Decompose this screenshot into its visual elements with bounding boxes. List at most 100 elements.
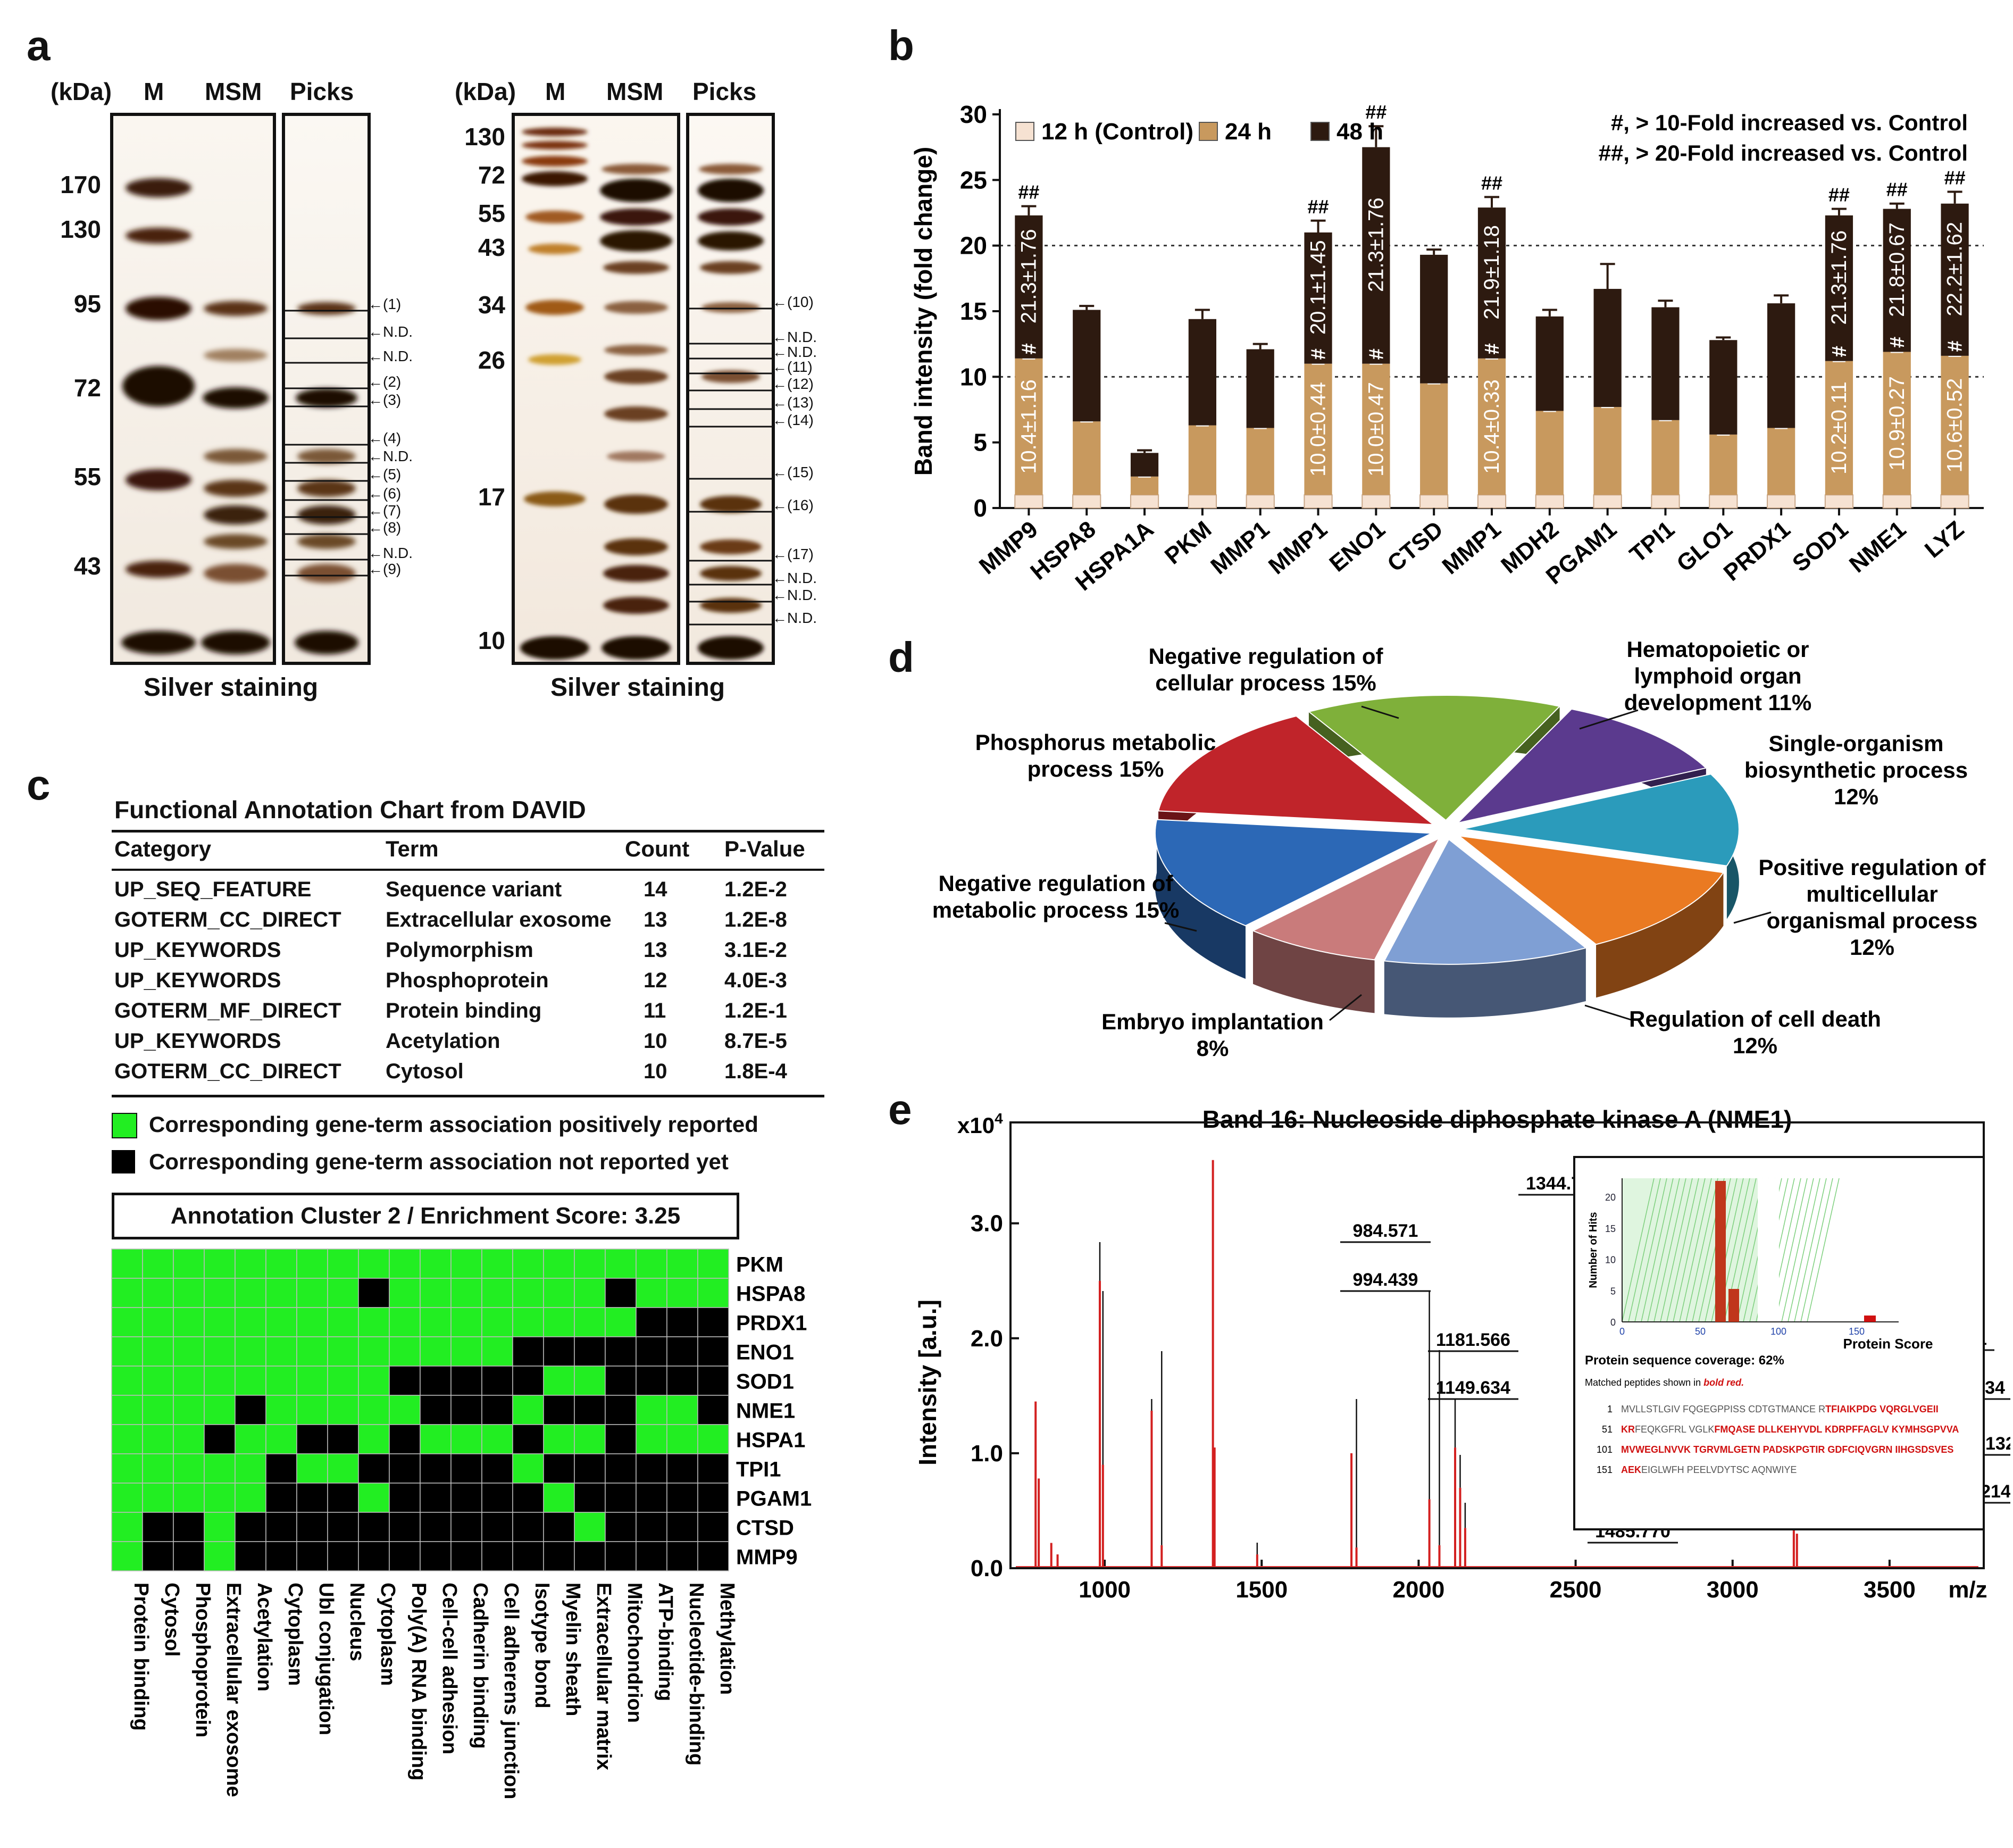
x-category-label: LYZ (1920, 516, 1969, 563)
heatmap-cell (512, 1336, 544, 1367)
heatmap-cell (358, 1336, 390, 1367)
heatmap-cell (265, 1395, 297, 1425)
heatmap-cell (574, 1424, 606, 1454)
y-exponent-label: x104 (957, 1110, 1003, 1138)
heatmap-cell (327, 1541, 359, 1571)
x-category-label: SOD1 (1788, 516, 1853, 577)
heatmap-cell (543, 1366, 575, 1396)
pie-label-line: Negative regulation of (1148, 644, 1383, 669)
heatmap-col-label: Cytoplasm (377, 1583, 399, 1686)
bar-segment (1130, 476, 1159, 495)
heatmap-cell (450, 1278, 482, 1308)
x-category-label: MMP1 (1206, 516, 1274, 579)
x-category-label: NME1 (1844, 516, 1911, 578)
inset-seq-number: 151 (1597, 1464, 1613, 1475)
hash-marker: # (1828, 346, 1851, 357)
gel-right-marker: 72 (478, 161, 505, 189)
inset-y-label: Number of Hits (1588, 1212, 1599, 1288)
table-cell: 4.0E-3 (724, 969, 787, 992)
heatmap-cell (636, 1483, 667, 1513)
bar-segment (1420, 383, 1448, 495)
heatmap-cell (142, 1483, 174, 1513)
heatmap-cell (543, 1541, 575, 1571)
table-header-rule (112, 869, 824, 871)
inset-x-tick-label: 0 (1619, 1326, 1625, 1337)
heatmap-cell (265, 1336, 297, 1367)
legend-label: 12 h (Control) (1041, 119, 1193, 145)
heatmap-cell (235, 1483, 266, 1513)
panel-label-c: c (27, 761, 51, 809)
legend-label: 24 h (1225, 119, 1272, 145)
heatmap-cell (574, 1541, 606, 1571)
heatmap-cell (543, 1512, 575, 1542)
gel-right-pick-label: ←N.D. (772, 610, 817, 626)
heatmap-cell (574, 1366, 606, 1396)
legend-black-swatch (112, 1150, 135, 1173)
heatmap-col-label: Nucleus (346, 1583, 368, 1661)
bar-value-label-24h: 10.2±0.11 (1827, 381, 1851, 475)
gel-left-pick-label: ←(5) (368, 466, 402, 482)
heatmap-cell (512, 1424, 544, 1454)
bar-segment (1304, 363, 1332, 495)
heatmap-row-label: PGAM1 (736, 1487, 812, 1511)
heatmap-col-label: Cadherin binding (469, 1583, 491, 1749)
pie-slice (1457, 835, 1725, 945)
x-tick-label: 2500 (1550, 1577, 1602, 1603)
y-tick-label: 30 (960, 101, 987, 128)
bar-segment (1304, 232, 1332, 364)
bar-value-label-24h: 10.0±0.47 (1364, 382, 1388, 477)
inset-seq-red: FMQASE DLLKEHYVDL KDRPFFAGLV KYMHSGPVVA (1714, 1424, 1959, 1435)
heatmap-cell (358, 1541, 390, 1571)
heatmap-cell (389, 1336, 421, 1367)
heatmap-col-label: Cytoplasm (284, 1583, 306, 1686)
inset-y-tick-label: 20 (1605, 1192, 1616, 1203)
inset-hist-bar (1864, 1316, 1876, 1322)
pie-leader-line (1579, 709, 1639, 730)
heatmap-cell (296, 1453, 328, 1484)
table-cell: Sequence variant (386, 878, 562, 901)
pie-label: Negative regulation of cellular process 1… (1148, 644, 1383, 695)
bar-segment (1767, 428, 1795, 495)
x-category-label: CTSD (1382, 516, 1448, 577)
inset-hatch (1781, 1178, 1814, 1322)
double-hash-marker: ## (1481, 172, 1502, 194)
table-cell: Extracellular exosome (386, 908, 612, 931)
heatmap-cell (512, 1307, 544, 1337)
y-tick-label: 2.0 (971, 1326, 1003, 1352)
table-cell: 1.2E-1 (724, 999, 787, 1022)
inset-seq-number: 101 (1597, 1444, 1613, 1455)
heatmap-cell (111, 1278, 143, 1308)
heatmap-cell (204, 1512, 236, 1542)
heatmap-cell (543, 1307, 575, 1337)
table-cell: 10 (644, 1060, 667, 1083)
y-axis-label: Band intensity (fold change) (909, 147, 937, 476)
heatmap-cell (111, 1512, 143, 1542)
heatmap-cell (605, 1541, 637, 1571)
pie-label-line: multicellular (1806, 881, 1937, 906)
heatmap-cell (142, 1307, 174, 1337)
table-cell: 12 (644, 969, 667, 992)
bar-value-label-48h: 21.8±0.67 (1885, 222, 1909, 317)
legend-swatch (1199, 122, 1218, 141)
heatmap-cell (605, 1424, 637, 1454)
heatmap-cell (204, 1307, 236, 1337)
heatmap-cell (481, 1424, 513, 1454)
heatmap-row-label: MMP9 (736, 1546, 798, 1569)
pie-slice (1456, 708, 1707, 824)
inset-seq-red: TFIAIKPDG VQRGLVGEII (1825, 1404, 1939, 1414)
heatmap-cell (142, 1278, 174, 1308)
y-tick-label: 25 (960, 166, 987, 194)
pie-slice-side (1155, 819, 1246, 979)
heatmap-cell (296, 1512, 328, 1542)
heatmap-row-label: SOD1 (736, 1370, 794, 1394)
hash-marker: # (1944, 340, 1967, 352)
table-cell: Acetylation (386, 1029, 500, 1053)
gel-right-pick-label: ←(17) (772, 546, 814, 562)
inset-hatch (1641, 1178, 1674, 1322)
heatmap-cell (420, 1366, 452, 1396)
inset-matched-red: bold red. (1703, 1377, 1744, 1388)
heatmap-cell (543, 1278, 575, 1308)
heatmap-cell (173, 1248, 205, 1279)
heatmap-cell (697, 1512, 729, 1542)
heatmap-cell (450, 1336, 482, 1367)
